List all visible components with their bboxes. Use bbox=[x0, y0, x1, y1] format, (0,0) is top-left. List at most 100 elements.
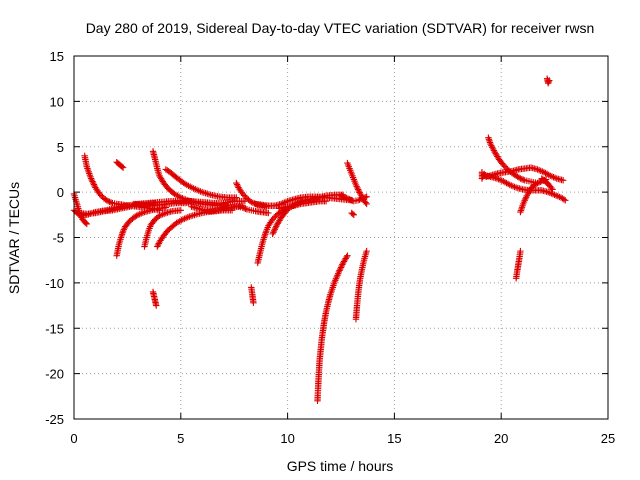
series-arc-12 bbox=[162, 166, 240, 201]
data-point bbox=[362, 199, 369, 206]
axis-ticks: 0 5 10 15 20 25 15 10 5 0 -5 -10 -15 -20 -25 bbox=[45, 49, 615, 446]
data-point bbox=[271, 226, 278, 233]
y-tick-label: -20 bbox=[45, 367, 64, 382]
y-tick-label: -25 bbox=[45, 412, 64, 427]
data-point bbox=[283, 207, 291, 214]
data-point bbox=[478, 175, 486, 182]
data-point bbox=[322, 198, 330, 205]
series-arc-06 bbox=[113, 204, 170, 259]
series-arc-09 bbox=[149, 288, 160, 309]
data-point bbox=[339, 261, 346, 268]
y-tick-label: -15 bbox=[45, 321, 64, 336]
data-point bbox=[515, 174, 523, 181]
data-point bbox=[363, 193, 370, 200]
y-tick-label: 10 bbox=[50, 94, 64, 109]
data-point bbox=[119, 227, 127, 235]
data-point bbox=[518, 175, 526, 183]
data-point bbox=[534, 179, 541, 187]
data-point bbox=[83, 220, 91, 228]
data-point bbox=[343, 253, 350, 261]
data-point bbox=[270, 227, 278, 235]
data-point bbox=[349, 210, 356, 218]
data-point bbox=[346, 196, 353, 203]
data-point bbox=[242, 205, 249, 212]
data-point bbox=[520, 176, 527, 183]
data-point bbox=[500, 161, 507, 169]
data-point bbox=[239, 190, 246, 198]
data-point bbox=[344, 252, 351, 259]
series-arc-31 bbox=[517, 176, 550, 216]
series-arc-32 bbox=[538, 175, 556, 193]
data-point bbox=[559, 177, 567, 184]
series-arc-16 bbox=[248, 284, 257, 307]
data-point bbox=[522, 195, 529, 202]
x-tick-label: 15 bbox=[387, 431, 401, 446]
data-point bbox=[517, 175, 524, 182]
data-point bbox=[347, 196, 355, 204]
data-point bbox=[90, 181, 98, 188]
data-point bbox=[354, 197, 362, 204]
chart-title: Day 280 of 2019, Sidereal Day-to-day VTE… bbox=[86, 20, 595, 36]
data-point bbox=[240, 192, 248, 199]
series-arc-20 bbox=[275, 198, 330, 212]
data-point bbox=[233, 181, 241, 188]
data-point bbox=[339, 193, 346, 200]
data-point bbox=[352, 181, 360, 189]
x-tick-label: 20 bbox=[494, 431, 508, 446]
data-point bbox=[363, 200, 370, 208]
data-point bbox=[562, 197, 569, 204]
data-point bbox=[153, 302, 160, 309]
data-point bbox=[103, 197, 110, 204]
data-point bbox=[89, 178, 96, 185]
series-arc-02 bbox=[70, 190, 91, 228]
data-point bbox=[97, 192, 105, 199]
series-arc-29 bbox=[483, 164, 567, 184]
data-point bbox=[82, 219, 89, 227]
data-point bbox=[501, 163, 508, 170]
data-point bbox=[338, 262, 345, 270]
data-points bbox=[70, 75, 569, 405]
series-arc-21 bbox=[314, 252, 351, 405]
data-point bbox=[355, 187, 362, 195]
data-point bbox=[549, 186, 556, 193]
data-point bbox=[356, 189, 363, 196]
y-axis-label: SDTVAR / TECUs bbox=[6, 182, 22, 294]
series-arc-08 bbox=[141, 207, 184, 250]
data-point bbox=[337, 265, 344, 273]
x-axis-label: GPS time / hours bbox=[287, 458, 394, 474]
data-point bbox=[272, 224, 279, 232]
y-tick-label: 0 bbox=[57, 185, 64, 200]
series-arc-07 bbox=[130, 198, 197, 209]
series-arc-30 bbox=[512, 247, 524, 282]
data-point bbox=[270, 229, 277, 236]
y-tick-label: -10 bbox=[45, 276, 64, 291]
data-point bbox=[119, 164, 127, 171]
data-point bbox=[353, 183, 360, 190]
data-point bbox=[106, 198, 113, 206]
x-tick-label: 0 bbox=[70, 431, 77, 446]
data-point bbox=[335, 268, 343, 276]
data-point bbox=[104, 198, 112, 205]
x-tick-label: 25 bbox=[601, 431, 615, 446]
data-point bbox=[270, 214, 278, 222]
data-point bbox=[269, 216, 276, 223]
data-point bbox=[546, 77, 553, 84]
series-arc-24 bbox=[348, 209, 358, 219]
data-point bbox=[154, 241, 162, 249]
data-point bbox=[354, 184, 361, 192]
data-point bbox=[239, 204, 246, 211]
data-point bbox=[337, 264, 345, 271]
data-point bbox=[502, 164, 510, 172]
data-point bbox=[233, 194, 240, 201]
y-tick-label: -5 bbox=[52, 231, 64, 246]
y-tick-label: 15 bbox=[50, 49, 64, 64]
data-point bbox=[522, 194, 530, 201]
data-point bbox=[344, 195, 352, 202]
series-arc-25 bbox=[352, 247, 370, 323]
data-point bbox=[250, 299, 257, 307]
data-point bbox=[107, 199, 115, 206]
data-point bbox=[233, 179, 240, 187]
data-point bbox=[177, 207, 184, 214]
data-point bbox=[517, 247, 524, 255]
y-tick-label: 5 bbox=[57, 140, 64, 155]
